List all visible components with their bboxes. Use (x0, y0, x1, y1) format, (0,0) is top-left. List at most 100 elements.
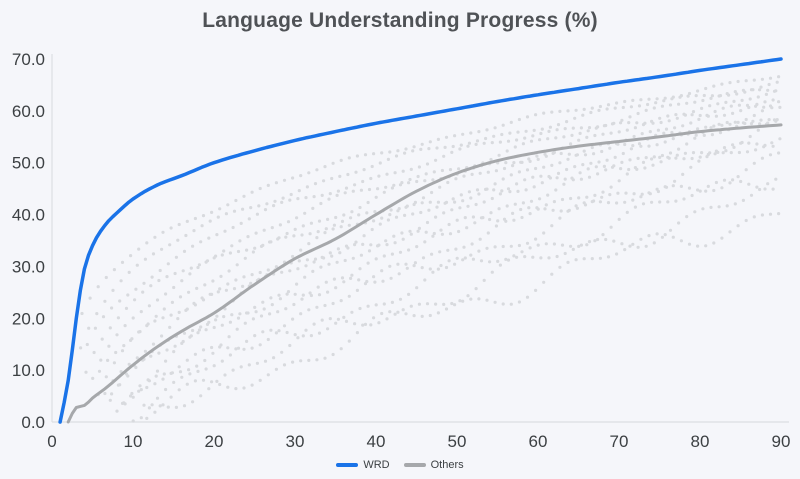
data-dot (343, 191, 347, 195)
data-dot (307, 308, 311, 312)
data-dot (516, 130, 520, 134)
data-dot (593, 133, 597, 138)
data-dot (696, 89, 700, 93)
data-dot (185, 382, 189, 386)
data-dot (640, 132, 644, 136)
data-dot (104, 275, 108, 280)
data-dot (268, 240, 272, 244)
data-dot (311, 206, 315, 210)
data-dot (722, 146, 727, 150)
data-dot (197, 328, 201, 332)
data-dot (471, 257, 475, 261)
data-dot (272, 204, 276, 208)
data-dot (378, 222, 382, 226)
data-dot (650, 200, 654, 204)
data-dot (748, 134, 752, 139)
data-dot (100, 337, 104, 341)
data-dot (733, 90, 737, 94)
data-dot (415, 286, 419, 290)
data-dot (606, 201, 611, 205)
data-dot (346, 172, 350, 177)
data-dot (463, 256, 467, 260)
data-dot (232, 287, 237, 291)
data-dot (467, 141, 471, 145)
data-dot (574, 153, 578, 157)
data-dot (625, 210, 629, 214)
data-dot (201, 378, 206, 382)
data-dot (461, 199, 465, 203)
data-dot (620, 160, 624, 164)
data-dot (524, 129, 528, 133)
data-dot (165, 275, 169, 279)
data-dot (228, 353, 232, 357)
data-dot (178, 370, 183, 374)
data-dot (338, 174, 342, 178)
data-dot (542, 280, 546, 284)
data-dot (592, 152, 596, 156)
data-dot (147, 304, 151, 308)
data-dot (739, 141, 743, 145)
data-dot (274, 181, 278, 185)
data-dot (658, 200, 662, 204)
data-dot (729, 151, 733, 155)
data-dot (412, 202, 416, 207)
data-dot (737, 103, 742, 107)
data-dot (485, 128, 489, 132)
data-dot (291, 254, 295, 259)
data-dot (479, 259, 484, 263)
data-dot (745, 103, 750, 107)
data-dot (467, 190, 471, 194)
data-dot (188, 272, 192, 276)
data-dot (372, 219, 376, 223)
data-dot (236, 249, 241, 254)
data-dot (394, 215, 399, 219)
legend-item-wrd[interactable]: WRD (336, 459, 390, 471)
data-dot (388, 150, 392, 154)
data-dot (223, 373, 227, 377)
data-dot (663, 96, 667, 100)
data-dot (126, 293, 130, 297)
data-dot (466, 144, 470, 148)
data-dot (625, 172, 629, 176)
data-dot (160, 247, 164, 251)
data-dot (702, 93, 706, 98)
data-dot (670, 97, 674, 101)
data-dot (586, 129, 590, 133)
data-dot (502, 166, 507, 171)
data-dot (390, 186, 394, 190)
data-dot (101, 315, 106, 319)
data-dot (362, 168, 366, 172)
data-dot (258, 270, 262, 275)
legend-item-others[interactable]: Others (403, 459, 464, 471)
data-dot (181, 269, 185, 273)
data-dot (442, 211, 446, 215)
y-tick-label: 60.0 (12, 102, 45, 121)
data-dot (385, 172, 389, 176)
data-dot (285, 231, 289, 236)
data-dot (724, 149, 728, 153)
data-dot (332, 277, 336, 281)
data-dot (435, 205, 439, 209)
data-dot (631, 144, 635, 148)
data-dot (644, 156, 648, 160)
others-dotted-curve (97, 103, 782, 373)
data-dot (112, 268, 116, 272)
data-dot (581, 113, 585, 117)
data-dot (770, 141, 774, 145)
data-dot (425, 302, 430, 306)
data-dot (312, 195, 316, 199)
data-dot (97, 369, 102, 373)
data-dot (778, 137, 782, 141)
data-dot (304, 264, 308, 268)
data-dot (119, 279, 123, 283)
data-dot (536, 243, 540, 247)
data-dot (299, 312, 303, 316)
data-dot (453, 134, 457, 138)
data-dot (615, 201, 619, 205)
data-dot (732, 99, 736, 103)
data-dot (230, 313, 234, 317)
data-dot (583, 153, 588, 157)
data-dot (166, 405, 170, 409)
data-dot (735, 92, 739, 96)
data-dot (172, 285, 176, 290)
